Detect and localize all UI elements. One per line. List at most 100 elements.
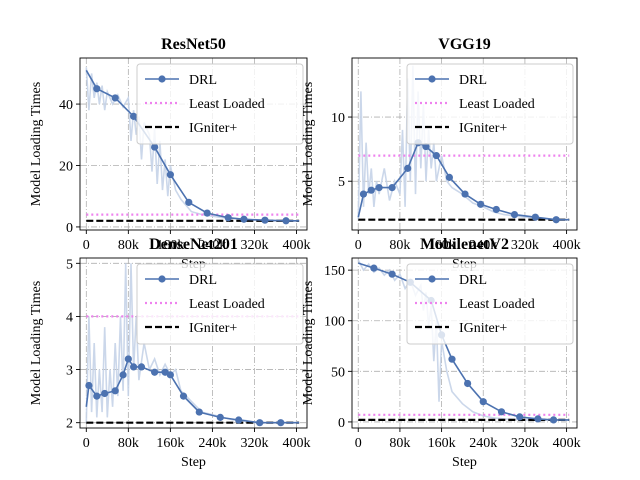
legend: DRL Least Loaded IGniter+ <box>136 63 304 145</box>
data-point <box>367 186 375 194</box>
plot-area <box>357 259 570 424</box>
data-point <box>531 213 539 221</box>
data-point <box>445 173 453 181</box>
y-tick-label: 150 <box>324 264 345 279</box>
axes-frame <box>351 57 578 231</box>
data-point <box>510 210 519 219</box>
data-point <box>549 416 558 424</box>
data-point <box>85 381 93 390</box>
data-point <box>422 142 430 151</box>
data-point <box>516 413 524 421</box>
data-point <box>375 184 383 192</box>
chart-title: MobilenetV2 <box>420 236 509 253</box>
x-tick-label: 0 <box>355 238 362 253</box>
x-tick-label: 160k <box>428 436 456 451</box>
x-tick-label: 80k <box>118 436 139 451</box>
data-point <box>432 151 440 160</box>
data-point <box>111 387 119 395</box>
legend-box <box>136 263 304 345</box>
legend-label: DRL <box>189 273 217 288</box>
data-point <box>93 85 101 93</box>
data-point <box>464 379 472 388</box>
x-tick-label: 0 <box>83 238 90 253</box>
x-tick-label: 320k <box>240 436 268 451</box>
chart-title: DenseNet201 <box>149 236 238 253</box>
x-axis-label: Step <box>181 455 206 470</box>
chart-panel-1: 080k160k240k320k400k510StepModel Loading… <box>301 36 581 272</box>
y-tick-label: 0 <box>66 221 73 236</box>
data-point <box>404 164 412 172</box>
x-tick-label: 80k <box>389 238 410 253</box>
x-tick-label: 240k <box>469 436 497 451</box>
data-point <box>235 416 243 424</box>
y-tick-label: 5 <box>66 257 73 272</box>
x-tick-label: 400k <box>282 436 310 451</box>
y-tick-label: 20 <box>59 160 73 175</box>
axes-frame <box>79 57 308 231</box>
y-tick-label: 5 <box>338 175 345 190</box>
data-point <box>179 392 188 400</box>
y-axis-label: Model Loading Times <box>29 82 44 206</box>
legend-label: IGniter+ <box>459 121 507 136</box>
x-tick-label: 80k <box>389 436 410 451</box>
chart-title: VGG19 <box>438 36 490 53</box>
data-point <box>185 198 193 206</box>
data-point <box>277 419 285 427</box>
x-tick-label: 320k <box>240 238 268 253</box>
legend: DRL Least Loaded IGniter+ <box>136 263 304 345</box>
chart-title: ResNet50 <box>161 36 226 53</box>
legend-label: IGniter+ <box>189 121 237 136</box>
legend-box <box>406 263 574 345</box>
y-tick-label: 4 <box>66 310 73 325</box>
y-tick-label: 0 <box>338 416 345 431</box>
y-tick-label: 100 <box>324 315 345 330</box>
legend-label: IGniter+ <box>189 321 237 336</box>
x-tick-label: 320k <box>511 436 539 451</box>
data-point <box>240 215 248 223</box>
x-axis-label: Step <box>452 455 477 470</box>
data-point <box>151 368 159 376</box>
data-point <box>370 264 378 272</box>
data-point <box>261 216 269 224</box>
data-point <box>129 363 138 371</box>
data-point <box>534 415 542 423</box>
x-tick-label: 0 <box>83 436 90 451</box>
x-tick-label: 0 <box>355 436 362 451</box>
plot-area <box>85 67 300 225</box>
data-point <box>166 171 174 179</box>
data-point <box>388 184 396 192</box>
series-raw-line <box>85 67 300 222</box>
data-point <box>166 371 174 379</box>
axes-frame <box>351 257 578 429</box>
x-tick-label: 400k <box>553 436 581 451</box>
legend-label: Least Loaded <box>459 297 535 312</box>
data-point <box>497 408 506 416</box>
legend: DRL Least Loaded IGniter+ <box>406 63 574 145</box>
data-point <box>151 143 159 151</box>
legend-box <box>136 63 304 145</box>
data-point <box>216 413 224 421</box>
y-tick-label: 10 <box>331 111 345 126</box>
x-tick-label: 160k <box>156 436 184 451</box>
axes-frame <box>79 257 308 429</box>
data-point <box>111 94 119 102</box>
x-tick-label: 160k <box>428 238 456 253</box>
data-point <box>552 216 560 224</box>
x-tick-label: 400k <box>282 238 310 253</box>
x-tick-label: 240k <box>198 238 226 253</box>
data-point <box>477 200 485 208</box>
chart-panel-0: 080k160k240k320k400k02040StepModel Loadi… <box>29 36 310 272</box>
x-tick-label: 240k <box>198 436 226 451</box>
legend-label: Least Loaded <box>459 97 535 112</box>
data-point <box>203 209 211 217</box>
y-axis-label: Model Loading Times <box>29 281 44 405</box>
x-tick-label: 240k <box>469 238 497 253</box>
legend-label: Least Loaded <box>189 297 265 312</box>
y-axis-label: Model Loading Times <box>301 281 316 405</box>
data-point <box>224 214 232 222</box>
data-point <box>195 408 203 416</box>
y-axis-label: Model Loading Times <box>301 82 316 206</box>
data-point <box>479 398 487 406</box>
chart-panel-2: 0 80k 160k 240k 320k 400k 2 3 4 5 Step Model Loadin… <box>29 236 310 470</box>
